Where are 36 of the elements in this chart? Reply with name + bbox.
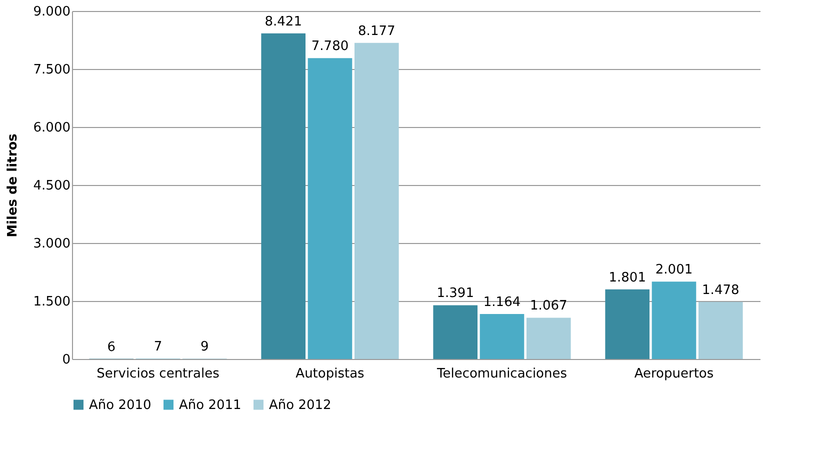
data-label: 1.478 [702, 282, 740, 298]
data-label: 9 [200, 340, 209, 355]
y-tick-label: 0 [62, 352, 70, 368]
y-tick-label: 3.000 [33, 236, 70, 252]
bar [698, 302, 743, 359]
x-tick-label: Servicios centrales [96, 366, 220, 382]
data-label: 7 [154, 340, 162, 355]
bar [526, 318, 571, 359]
data-label: 6 [107, 340, 116, 355]
data-label: 8.421 [264, 14, 302, 30]
bar [308, 58, 352, 359]
y-axis-title: Miles de litros [5, 133, 20, 238]
y-tick-label: 6.000 [33, 120, 70, 136]
legend-label: Año 2011 [179, 398, 242, 413]
data-label: 1.391 [436, 286, 474, 302]
legend-label: Año 2012 [269, 398, 332, 413]
bar [480, 314, 524, 359]
y-tick-label: 4.500 [33, 178, 70, 194]
y-tick-label: 9.000 [33, 4, 70, 20]
data-label: 7.780 [311, 39, 349, 54]
bar [261, 33, 306, 359]
data-label: 1.164 [483, 294, 521, 310]
legend-label: Año 2010 [89, 398, 152, 413]
bar [652, 282, 696, 359]
bar [605, 289, 650, 359]
y-tick-label: 7.500 [33, 62, 70, 78]
data-label: 8.177 [358, 24, 396, 39]
x-tick-label: Aeropuertos [634, 366, 714, 382]
bar [433, 305, 478, 359]
y-tick-label: 1.500 [33, 294, 70, 310]
x-tick-label: Autopistas [296, 366, 365, 382]
data-label: 1.801 [608, 270, 646, 286]
data-label: 2.001 [655, 262, 693, 278]
x-tick-label: Telecomunicaciones [436, 366, 568, 382]
data-label: 1.067 [530, 298, 568, 314]
bar [354, 42, 399, 359]
